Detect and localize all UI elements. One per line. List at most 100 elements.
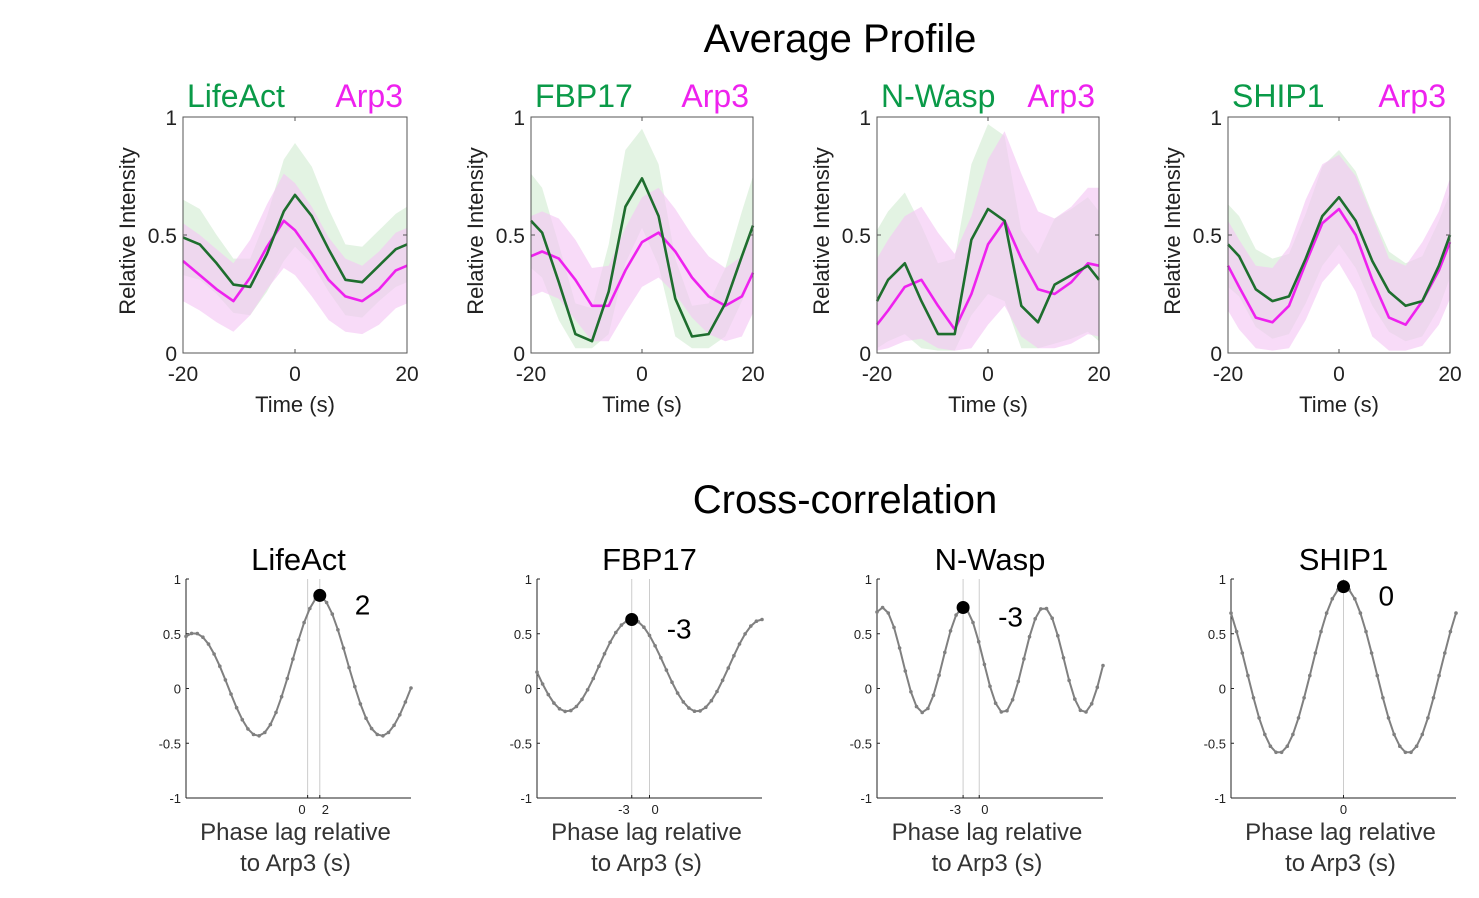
legend-marker-label: N-Wasp xyxy=(881,78,995,114)
xcorr-point xyxy=(749,624,753,628)
xcorr-point xyxy=(1078,708,1083,713)
x-tick-label: 0 xyxy=(298,802,305,817)
x-tick-label: 0 xyxy=(1333,363,1345,386)
xcorr-point xyxy=(943,650,947,655)
peak-lag-label: 0 xyxy=(1379,581,1395,612)
xcorr-point xyxy=(1426,716,1430,720)
xcorr-panel-title: N-Wasp xyxy=(935,542,1046,577)
xcorr-point xyxy=(971,620,975,625)
xcorr-point xyxy=(1409,750,1413,755)
y-axis-label: Relative Intensity xyxy=(463,147,488,315)
peak-marker xyxy=(956,600,970,614)
xcorr-point xyxy=(358,702,363,706)
y-tick-label: -1 xyxy=(860,791,872,806)
xcorr-point xyxy=(732,653,736,658)
xcorr-point xyxy=(988,684,992,689)
xcorr-point xyxy=(201,635,205,639)
x-axis-label: Phase lag relative xyxy=(200,819,391,846)
xcorr-point xyxy=(619,623,624,627)
xcorr-point xyxy=(954,613,958,617)
xcorr-point xyxy=(1420,732,1425,737)
error-band-arp3 xyxy=(1228,154,1450,351)
x-tick-label: -3 xyxy=(618,802,630,817)
y-tick-label: 1 xyxy=(174,572,181,587)
xcorr-point xyxy=(263,730,267,735)
xcorr-point xyxy=(1375,673,1380,678)
xcorr-point xyxy=(341,646,346,650)
x-tick-label: 20 xyxy=(741,363,764,386)
y-tick-label: 0.5 xyxy=(1208,627,1226,642)
xcorr-point xyxy=(1392,732,1396,737)
xcorr-point xyxy=(1403,750,1408,755)
x-axis-label: Time (s) xyxy=(255,392,335,417)
xcorr-point xyxy=(296,638,301,642)
y-tick-label: 1 xyxy=(165,107,177,130)
xcorr-point xyxy=(1285,744,1290,748)
xcorr-point xyxy=(1443,651,1447,655)
xcorr-point xyxy=(546,692,551,697)
xcorr-point xyxy=(1061,656,1066,660)
xcorr-point xyxy=(1268,744,1273,748)
xcorr-point xyxy=(897,646,902,650)
xcorr-point xyxy=(302,620,306,625)
y-tick-label: -1 xyxy=(1214,791,1226,806)
y-tick-label: -0.5 xyxy=(510,736,532,751)
xcorr-point xyxy=(1263,732,1267,737)
x-axis-label: Time (s) xyxy=(948,392,1028,417)
xcorr-point xyxy=(664,668,669,672)
xcorr-point xyxy=(386,730,391,735)
xcorr-point xyxy=(1234,629,1239,634)
xcorr-point xyxy=(381,734,385,738)
xcorr-point xyxy=(999,710,1004,714)
peak-marker xyxy=(625,613,639,627)
xcorr-point xyxy=(569,708,573,713)
xcorr-point xyxy=(1448,629,1453,634)
xcorr-point xyxy=(1369,651,1374,655)
xcorr-point xyxy=(754,619,759,623)
x-tick-label: 0 xyxy=(652,802,659,817)
xcorr-point xyxy=(1016,679,1021,684)
xcorr-point xyxy=(1246,673,1250,678)
x-axis-label: Phase lag relative xyxy=(892,819,1083,846)
y-tick-label: 0.5 xyxy=(842,225,871,248)
y-tick-label: 1 xyxy=(525,572,532,587)
xcorr-point xyxy=(1073,697,1077,701)
xcorr-point xyxy=(268,722,273,727)
y-tick-label: 0.5 xyxy=(496,225,525,248)
xcorr-point xyxy=(1257,716,1261,720)
y-tick-label: 0.5 xyxy=(854,627,872,642)
x-tick-label: -20 xyxy=(862,363,892,386)
xcorr-point xyxy=(1330,597,1335,601)
x-axis-label-line2: to Arp3 (s) xyxy=(932,850,1043,877)
x-tick-label: 20 xyxy=(1087,363,1110,386)
xcorr-point xyxy=(585,688,590,692)
xcorr-point xyxy=(535,670,539,674)
y-tick-label: 0 xyxy=(865,682,872,697)
xcorr-point xyxy=(206,642,211,646)
xcorr-point xyxy=(737,642,742,646)
xcorr-point xyxy=(195,631,200,636)
xcorr-point xyxy=(580,697,584,702)
xcorr-point xyxy=(1084,710,1088,714)
xcorr-point xyxy=(608,640,612,645)
xcorr-point xyxy=(563,709,567,714)
legend-arp3-label: Arp3 xyxy=(681,78,749,114)
xcorr-point xyxy=(886,611,891,615)
peak-lag-label: -3 xyxy=(998,601,1023,632)
xcorr-point xyxy=(704,705,708,710)
xcorr-point xyxy=(1431,696,1436,700)
xcorr-point xyxy=(364,716,368,720)
xcorr-panel-title: LifeAct xyxy=(251,542,346,577)
xcorr-point xyxy=(392,723,396,728)
xcorr-point xyxy=(246,727,250,731)
xcorr-panel-title: FBP17 xyxy=(602,542,697,577)
x-axis-label: Time (s) xyxy=(1299,392,1379,417)
xcorr-point xyxy=(1308,673,1312,678)
xcorr-point xyxy=(552,701,556,705)
series-line-arp3 xyxy=(875,219,1100,331)
y-tick-label: 0.5 xyxy=(1193,225,1222,248)
y-tick-label: 1 xyxy=(513,107,525,130)
x-axis-label: Time (s) xyxy=(602,392,682,417)
